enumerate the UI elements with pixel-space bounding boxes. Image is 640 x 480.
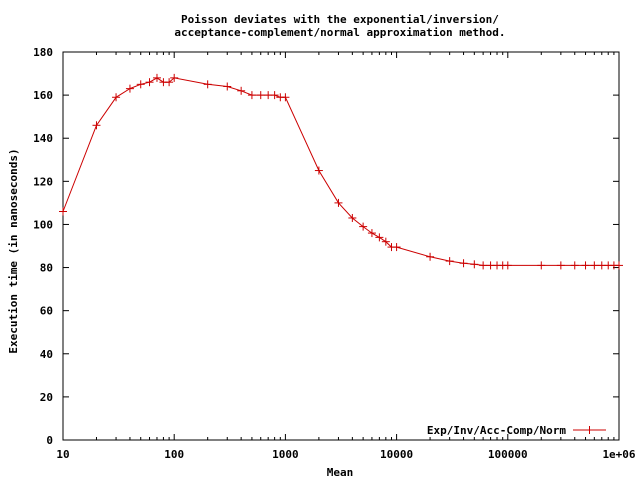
x-tick-label: 1e+06 (602, 448, 635, 461)
data-point (348, 213, 357, 222)
data-point (570, 261, 579, 270)
y-tick-label: 40 (40, 348, 53, 361)
data-point (256, 91, 265, 100)
x-axis-label: Mean (327, 466, 354, 479)
data-point (270, 91, 279, 100)
data-point (581, 261, 590, 270)
y-tick-label: 140 (33, 132, 53, 145)
data-point (503, 261, 512, 270)
y-tick-label: 20 (40, 391, 53, 404)
data-point (381, 237, 390, 246)
data-point (92, 121, 101, 130)
data-point (615, 261, 623, 270)
data-point (470, 260, 479, 269)
y-tick-label: 0 (46, 434, 53, 447)
y-tick-label: 180 (33, 46, 53, 59)
plot-border (62, 51, 620, 441)
data-point (165, 78, 174, 87)
y-tick-label: 160 (33, 89, 53, 102)
data-point (445, 257, 454, 266)
data-point (556, 261, 565, 270)
data-point (359, 222, 368, 231)
data-point (314, 166, 323, 175)
chart-title-line: Poisson deviates with the exponential/in… (181, 13, 499, 26)
data-point (203, 80, 212, 89)
data-point (170, 73, 179, 82)
chart-title-line: acceptance-complement/normal approximati… (174, 26, 505, 39)
data-point (590, 261, 599, 270)
data-point (145, 78, 154, 87)
legend: Exp/Inv/Acc-Comp/Norm (427, 424, 606, 437)
data-point (125, 84, 134, 93)
plot-frame (62, 51, 620, 441)
y-axis-label: Execution time (in nanoseconds) (7, 148, 20, 353)
chart-title: Poisson deviates with the exponential/in… (174, 13, 505, 39)
x-tick-label: 100 (164, 448, 184, 461)
y-tick-label: 80 (40, 262, 53, 275)
data-point (136, 80, 145, 89)
data-point (367, 229, 376, 238)
x-tick-label: 10 (56, 448, 69, 461)
data-point (247, 91, 256, 100)
data-point (479, 261, 488, 270)
y-axis-ticks: 0 20 40 60 80 100 120 140 160 180 (33, 46, 619, 447)
data-point (426, 252, 435, 261)
data-point (223, 82, 232, 91)
x-tick-label: 10000 (380, 448, 413, 461)
data-point (375, 233, 384, 242)
series-line (62, 77, 619, 266)
data-point (152, 73, 161, 82)
y-tick-label: 60 (40, 305, 53, 318)
data-point (59, 207, 67, 216)
x-tick-label: 100000 (488, 448, 528, 461)
data-point (281, 93, 290, 102)
data-point (237, 86, 246, 95)
series-layer (59, 73, 623, 270)
data-point (392, 243, 401, 252)
legend-label: Exp/Inv/Acc-Comp/Norm (427, 424, 566, 437)
x-axis-ticks: 10 100 1000 10000 100000 1e+06 (56, 52, 636, 461)
data-point (112, 93, 121, 102)
y-tick-label: 120 (33, 175, 53, 188)
x-tick-label: 1000 (272, 448, 299, 461)
data-point (537, 261, 546, 270)
y-tick-label: 100 (33, 218, 53, 231)
legend-marker (585, 426, 594, 434)
data-point (459, 259, 468, 268)
data-point (334, 198, 343, 207)
